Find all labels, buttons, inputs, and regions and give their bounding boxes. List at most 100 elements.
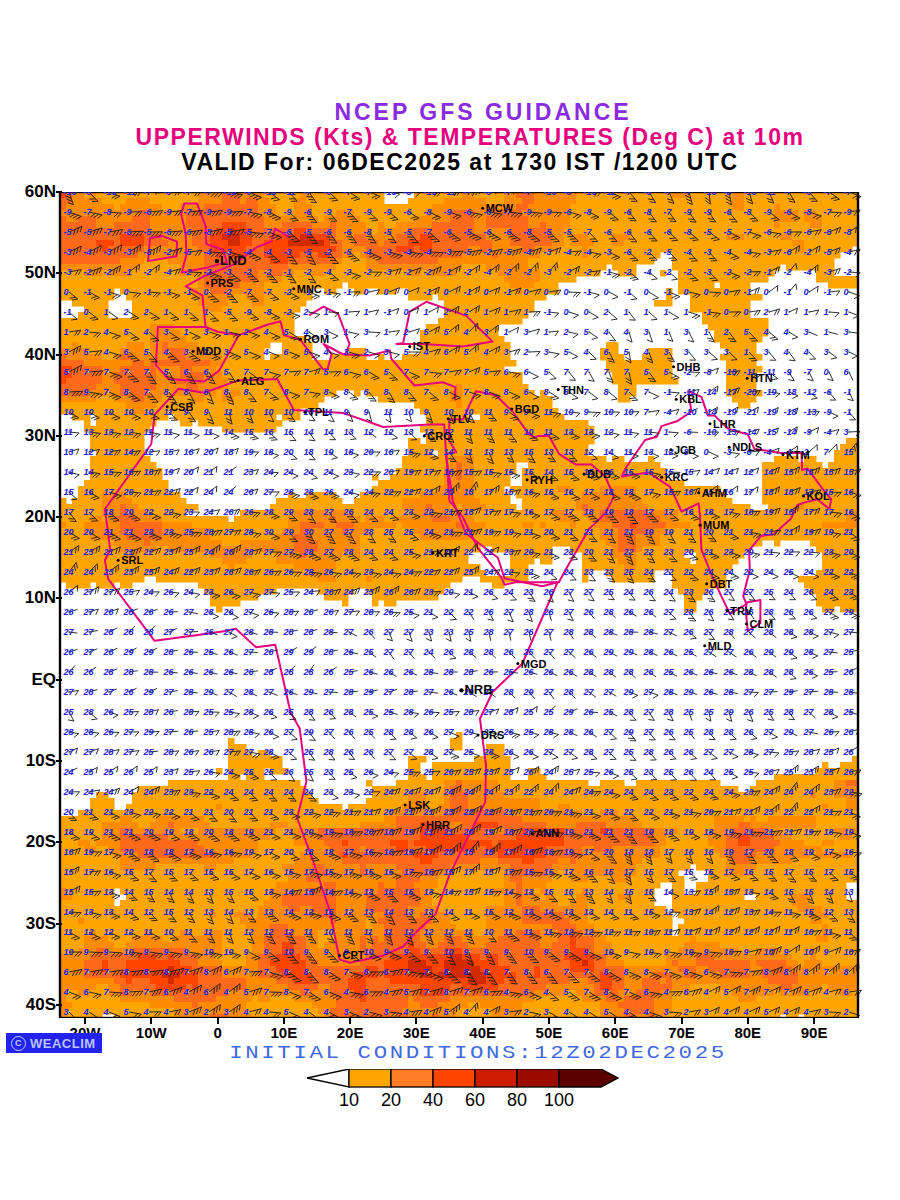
svg-text:15: 15 [624, 887, 635, 897]
svg-text:24: 24 [643, 787, 654, 797]
svg-text:25: 25 [203, 647, 215, 657]
svg-text:9: 9 [624, 947, 629, 957]
svg-text:9: 9 [484, 947, 489, 957]
svg-text:1: 1 [544, 327, 549, 337]
svg-text:1: 1 [684, 307, 689, 317]
svg-text:22: 22 [683, 787, 694, 797]
svg-text:15: 15 [404, 447, 415, 457]
svg-text:-3: -3 [384, 247, 392, 257]
svg-text:-1: -1 [64, 307, 72, 317]
svg-text:21: 21 [763, 547, 774, 557]
svg-text:15: 15 [684, 867, 695, 877]
svg-text:21: 21 [363, 807, 374, 817]
svg-text:ALG: ALG [241, 375, 264, 387]
svg-text:25: 25 [463, 567, 475, 577]
svg-text:-10: -10 [544, 192, 557, 197]
svg-text:9: 9 [584, 947, 589, 957]
svg-text:-5: -5 [304, 227, 313, 237]
svg-text:25: 25 [663, 767, 675, 777]
svg-text:25: 25 [543, 707, 555, 717]
svg-text:-4: -4 [804, 267, 812, 277]
svg-text:15: 15 [784, 467, 795, 477]
svg-text:26: 26 [583, 647, 595, 657]
svg-text:-6: -6 [344, 227, 353, 237]
svg-text:10: 10 [604, 407, 614, 417]
svg-text:24: 24 [783, 587, 794, 597]
svg-text:28: 28 [723, 627, 734, 637]
svg-text:15: 15 [464, 467, 475, 477]
svg-text:21: 21 [143, 487, 154, 497]
svg-text:4: 4 [663, 987, 669, 997]
svg-text:15: 15 [324, 907, 335, 917]
svg-text:2: 2 [303, 307, 309, 317]
svg-text:1: 1 [364, 307, 369, 317]
svg-text:24: 24 [243, 787, 254, 797]
svg-text:-7: -7 [244, 287, 253, 297]
svg-text:-4: -4 [164, 267, 172, 277]
svg-text:4: 4 [263, 1007, 269, 1017]
svg-text:24: 24 [503, 587, 514, 597]
svg-text:-7: -7 [304, 192, 313, 197]
svg-text:2: 2 [563, 327, 569, 337]
svg-text:-4: -4 [84, 247, 92, 257]
svg-text:-1: -1 [604, 267, 612, 277]
svg-text:4: 4 [343, 987, 349, 997]
svg-text:1: 1 [844, 307, 849, 317]
svg-text:16: 16 [204, 847, 215, 857]
svg-text:21: 21 [83, 807, 94, 817]
svg-text:8: 8 [364, 967, 369, 977]
svg-text:-4: -4 [204, 247, 212, 257]
svg-text:10: 10 [244, 407, 254, 417]
svg-text:9: 9 [584, 407, 589, 417]
svg-text:11: 11 [544, 427, 553, 437]
svg-text:-9: -9 [804, 192, 812, 197]
svg-text:14: 14 [444, 447, 454, 457]
svg-text:21: 21 [603, 827, 614, 837]
svg-text:23: 23 [603, 807, 614, 817]
svg-text:-4: -4 [724, 247, 732, 257]
svg-text:-4: -4 [484, 267, 492, 277]
svg-text:23: 23 [843, 587, 854, 597]
svg-text:27: 27 [803, 727, 815, 737]
svg-text:27: 27 [263, 587, 275, 597]
svg-text:18: 18 [624, 487, 634, 497]
svg-text:20: 20 [283, 847, 294, 857]
svg-text:-10: -10 [104, 192, 117, 197]
svg-text:24: 24 [283, 787, 294, 797]
svg-text:1: 1 [424, 307, 429, 317]
svg-text:28: 28 [283, 667, 294, 677]
svg-text:1: 1 [224, 327, 229, 337]
svg-text:17: 17 [744, 487, 755, 497]
svg-text:0: 0 [724, 307, 729, 317]
svg-text:28: 28 [563, 687, 574, 697]
svg-text:23: 23 [343, 467, 354, 477]
svg-text:4: 4 [183, 987, 189, 997]
svg-text:18: 18 [384, 827, 394, 837]
svg-text:3: 3 [184, 1007, 189, 1017]
svg-text:21: 21 [603, 527, 614, 537]
svg-text:15: 15 [644, 887, 655, 897]
svg-text:KTM: KTM [786, 449, 810, 461]
svg-text:27: 27 [643, 727, 655, 737]
svg-text:-3: -3 [704, 267, 712, 277]
svg-text:21: 21 [743, 527, 754, 537]
svg-text:0: 0 [764, 287, 769, 297]
svg-text:-8: -8 [584, 207, 592, 217]
svg-text:20: 20 [381, 1090, 401, 1109]
svg-text:8: 8 [604, 967, 609, 977]
svg-text:25: 25 [763, 587, 775, 597]
svg-text:17: 17 [504, 867, 515, 877]
svg-text:16: 16 [384, 847, 395, 857]
svg-text:3: 3 [524, 327, 529, 337]
svg-text:14: 14 [124, 447, 134, 457]
svg-text:-2: -2 [504, 267, 512, 277]
svg-text:26: 26 [223, 587, 235, 597]
svg-text:14: 14 [284, 907, 294, 917]
svg-text:2: 2 [523, 1007, 529, 1017]
svg-text:24: 24 [603, 787, 614, 797]
svg-text:23: 23 [103, 567, 114, 577]
svg-text:-6: -6 [784, 227, 793, 237]
svg-text:24: 24 [263, 787, 274, 797]
svg-text:-1: -1 [344, 287, 352, 297]
svg-text:20: 20 [303, 827, 314, 837]
